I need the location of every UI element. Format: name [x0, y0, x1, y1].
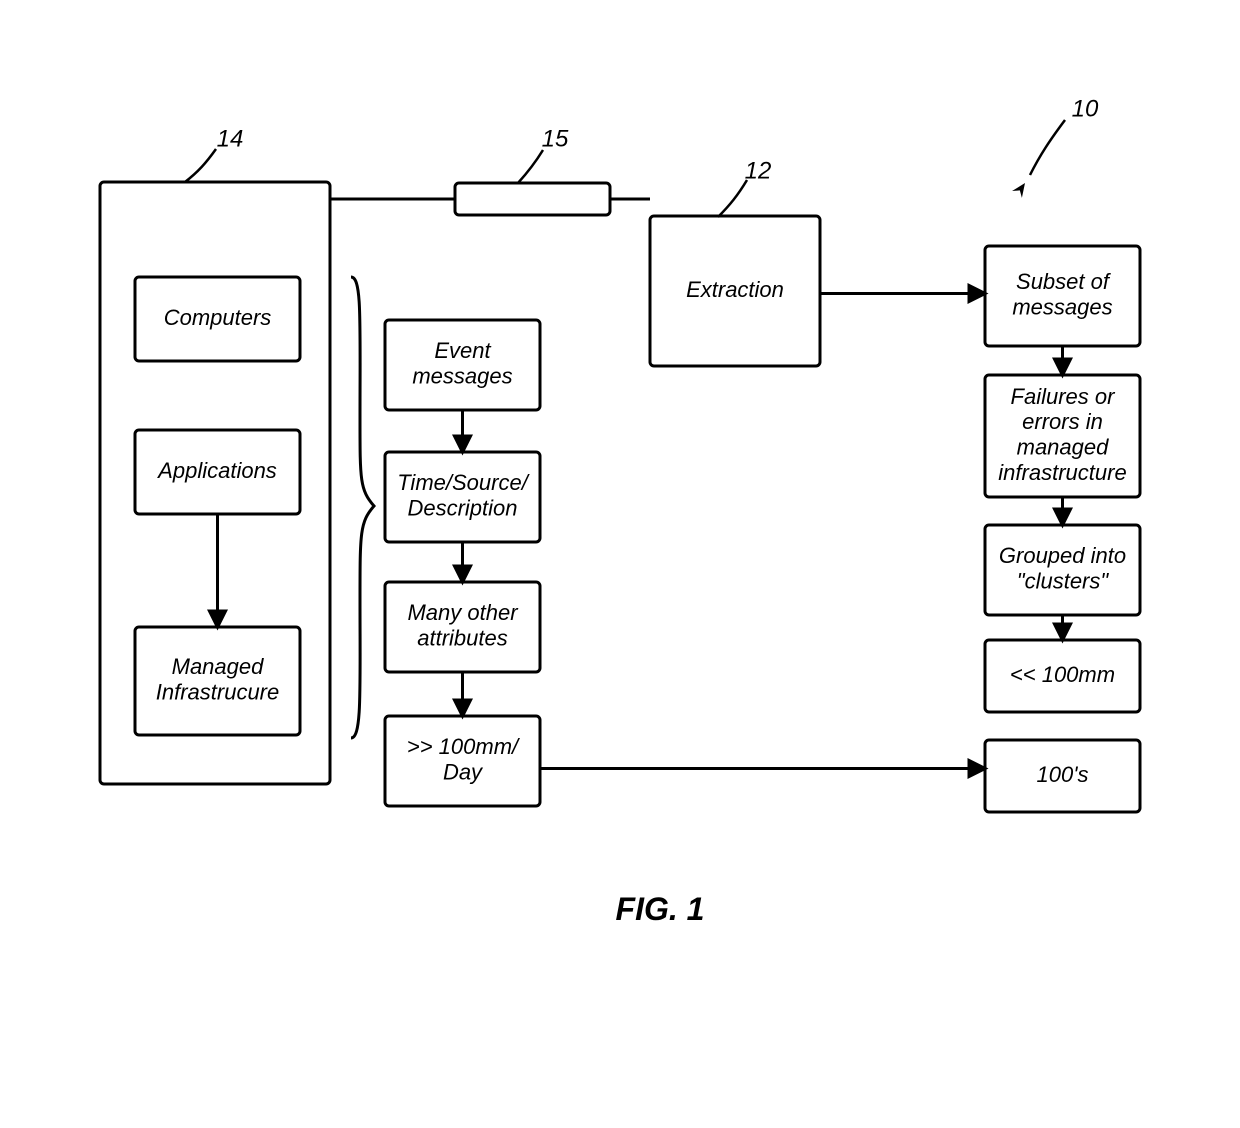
node-gt100mm-label: Day: [443, 759, 484, 784]
brace: [351, 277, 374, 738]
node-managedinfra-label: Managed: [172, 654, 265, 679]
node-managedinfra: ManagedInfrastrucure: [135, 627, 300, 735]
callout-c15-leader: [518, 150, 543, 183]
callout-c12: 12: [718, 157, 771, 217]
callout-c10-arrowhead: [1012, 180, 1030, 198]
node-eventmsgs-label: Event: [434, 338, 491, 363]
node-clusters-label: "clusters": [1017, 568, 1110, 593]
callout-c10-leader: [1030, 120, 1065, 175]
node-extraction-label: Extraction: [686, 277, 784, 302]
node-applications: Applications: [135, 430, 300, 514]
node-clusters-label: Grouped into: [999, 543, 1126, 568]
node-computers: Computers: [135, 277, 300, 361]
callout-c14: 14: [185, 125, 243, 182]
callout-c12-leader: [718, 180, 747, 217]
figure-label: FIG. 1: [616, 891, 705, 927]
svg-text:12: 12: [745, 157, 772, 184]
callout-c14-leader: [185, 149, 216, 182]
node-manyattrs-label: attributes: [417, 625, 508, 650]
node-extraction: Extraction: [650, 216, 820, 366]
node-computers-label: Computers: [164, 305, 272, 330]
svg-text:10: 10: [1072, 95, 1099, 122]
node-eventmsgs-label: messages: [412, 363, 512, 388]
node-lt100mm-label: << 100mm: [1010, 662, 1115, 687]
node-failures-label: Failures or: [1011, 384, 1117, 409]
svg-text:14: 14: [217, 125, 244, 152]
node-failures: Failures orerrors inmanagedinfrastructur…: [985, 375, 1140, 497]
node-timesource: Time/Source/Description: [385, 452, 540, 542]
node-manyattrs-label: Many other: [407, 600, 519, 625]
node-subsetmsgs-label: messages: [1012, 294, 1112, 319]
node-failures-label: errors in: [1022, 409, 1103, 434]
node-managedinfra-label: Infrastrucure: [156, 679, 280, 704]
node-gt100mm: >> 100mm/Day: [385, 716, 540, 806]
svg-text:15: 15: [542, 125, 569, 152]
node-subsetmsgs-label: Subset of: [1016, 269, 1112, 294]
node-eventmsgs: Eventmessages: [385, 320, 540, 410]
node-bus15: [455, 183, 610, 215]
node-hundreds: 100's: [985, 740, 1140, 812]
node-lt100mm: << 100mm: [985, 640, 1140, 712]
node-failures-label: infrastructure: [998, 460, 1126, 485]
node-timesource-label: Description: [407, 495, 517, 520]
node-manyattrs: Many otherattributes: [385, 582, 540, 672]
node-timesource-label: Time/Source/: [397, 470, 530, 495]
node-gt100mm-label: >> 100mm/: [407, 734, 520, 759]
node-hundreds-label: 100's: [1037, 762, 1089, 787]
node-clusters: Grouped into"clusters": [985, 525, 1140, 615]
node-subsetmsgs: Subset ofmessages: [985, 246, 1140, 346]
callout-c10: 10: [1012, 95, 1099, 198]
node-applications-label: Applications: [156, 458, 277, 483]
node-failures-label: managed: [1017, 434, 1110, 459]
callout-c15: 15: [518, 125, 569, 183]
